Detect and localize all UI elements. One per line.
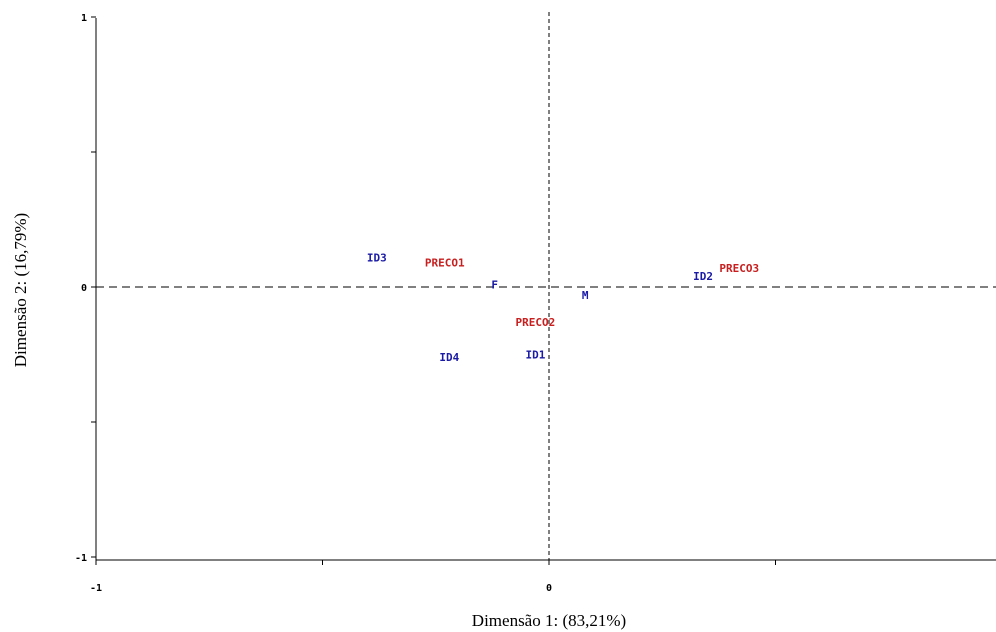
y-tick-label: 1 [81,13,87,24]
point-label: PRECO1 [425,257,465,270]
point-label: ID1 [525,349,545,362]
y-tick-label: 0 [81,283,87,294]
axis-ticks: 1 0 -1 -1 0 [75,13,776,594]
plot-frame [95,18,996,561]
x-tick-label: 0 [546,583,552,594]
y-tick-label: -1 [75,553,87,564]
point-label: F [491,278,498,291]
point-label: ID3 [367,251,387,264]
point-label: PRECO3 [719,262,759,275]
reference-lines [96,12,996,560]
x-axis-title: Dimensão 1: (83,21%) [472,611,626,630]
point-label: ID4 [439,351,459,364]
x-tick-label: -1 [90,583,102,594]
point-label: M [582,289,589,302]
y-axis-title: Dimensão 2: (16,79%) [11,213,30,367]
point-label: ID2 [693,270,713,283]
point-label: PRECO2 [516,316,556,329]
point-labels: ID3 F M ID4 ID1 ID2 PRECO1 PRECO2 PRECO3 [367,251,759,364]
